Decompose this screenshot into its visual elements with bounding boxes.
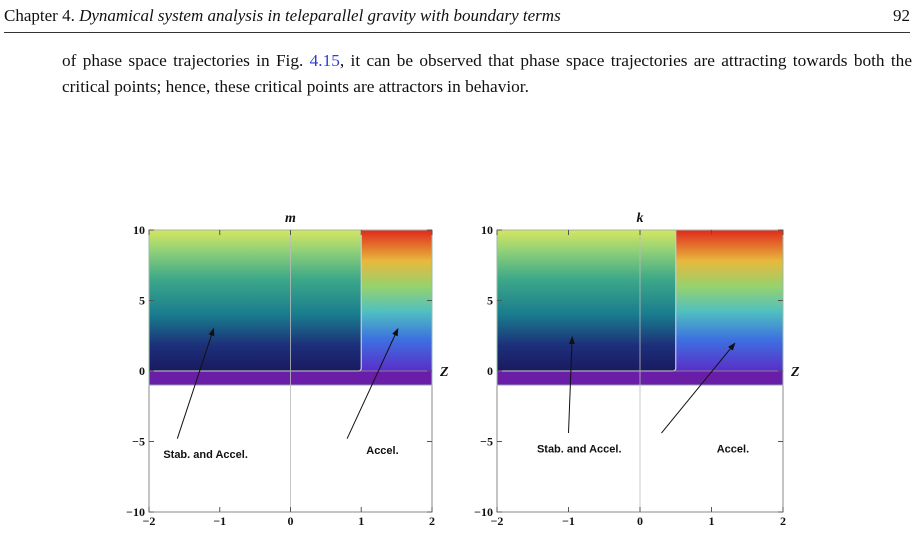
- x-tick-label: 1: [358, 514, 364, 528]
- arrow-accel: [661, 342, 736, 434]
- label-stab-accel: Stab. and Accel.: [537, 444, 622, 456]
- y-tick-label: −5: [132, 435, 145, 449]
- chapter-heading: Chapter 4. Dynamical system analysis in …: [4, 6, 561, 26]
- x-tick-label: 0: [637, 514, 643, 528]
- y-tick-label: 5: [487, 294, 493, 308]
- y-tick-label: −5: [480, 435, 493, 449]
- x-tick-label: 2: [780, 514, 786, 528]
- plot-title: m: [285, 211, 296, 226]
- chapter-title: Dynamical system analysis in teleparalle…: [79, 6, 561, 25]
- label-stab-accel: Stab. and Accel.: [163, 449, 248, 461]
- axis-label-z: Z: [790, 365, 800, 380]
- x-tick-label: −2: [491, 514, 504, 528]
- paragraph-text-1: of phase space trajectories in Fig.: [62, 51, 310, 70]
- y-tick-label: −10: [126, 505, 145, 519]
- x-tick-label: 1: [709, 514, 715, 528]
- x-tick-label: −2: [143, 514, 156, 528]
- figure-panel-m: −2 −1 0 1 2 10 5 0 −5 −10 m Z Stab. and Accel. Accel.: [112, 198, 462, 533]
- y-tick-label: 0: [139, 364, 145, 378]
- region-stab-accel: [149, 230, 362, 371]
- arrow-accel: [346, 327, 399, 439]
- body-paragraph: of phase space trajectories in Fig. 4.15…: [62, 48, 912, 100]
- paragraph-text-2: , it can be observed that phase space tr…: [62, 51, 912, 96]
- figure-reference-link[interactable]: 4.15: [309, 51, 340, 70]
- arrow-stab-accel: [568, 335, 575, 434]
- x-tick-label: −1: [213, 514, 226, 528]
- axis-label-z: Z: [439, 365, 449, 380]
- label-accel: Accel.: [717, 444, 749, 456]
- y-tick-label: 5: [139, 294, 145, 308]
- page-number: 92: [893, 6, 910, 25]
- page-header: Chapter 4. Dynamical system analysis in …: [0, 2, 916, 33]
- arrow-stab-accel: [176, 327, 215, 439]
- chapter-prefix: Chapter 4.: [4, 6, 75, 25]
- x-tick-label: 2: [429, 514, 435, 528]
- y-tick-label: −10: [474, 505, 493, 519]
- y-tick-label: 10: [481, 223, 493, 237]
- x-tick-label: 0: [288, 514, 294, 528]
- region-stab-accel: [497, 230, 676, 371]
- region-accel: [361, 230, 432, 371]
- header-rule: [4, 32, 910, 33]
- y-tick-label: 0: [487, 364, 493, 378]
- label-accel: Accel.: [366, 445, 398, 457]
- x-tick-label: −1: [562, 514, 575, 528]
- plot-title: k: [637, 211, 644, 226]
- figure-panel-k: −2 −1 0 1 2 10 5 0 −5 −10 k Z Stab. and Accel. Accel.: [460, 198, 820, 533]
- y-tick-label: 10: [133, 223, 145, 237]
